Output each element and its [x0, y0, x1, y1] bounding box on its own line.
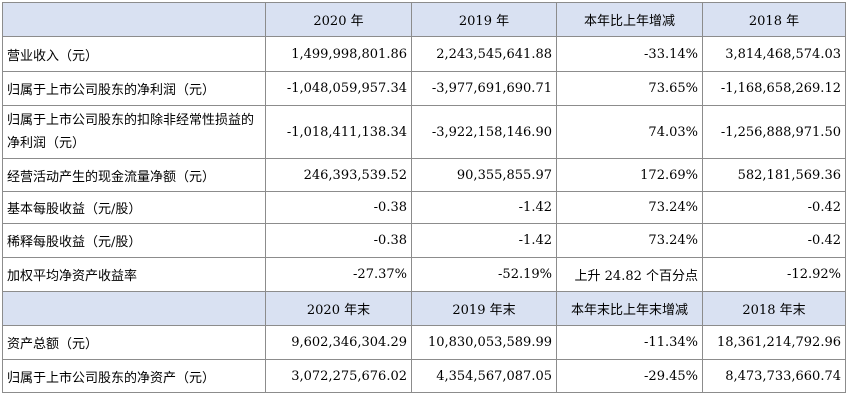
value-2019: -3,922,158,146.90: [411, 105, 557, 159]
header-2020-end: 2020 年末: [265, 291, 412, 326]
table-row: 加权平均净资产收益率 -27.37% -52.19% 上升 24.82 个百分点…: [2, 257, 846, 292]
value-2018: 18,361,214,792.96: [702, 325, 846, 360]
header-blank: [2, 291, 266, 326]
header-2019-end: 2019 年末: [411, 291, 557, 326]
value-2018: -0.42: [702, 223, 846, 258]
value-change: 172.69%: [556, 158, 703, 192]
value-2018: -0.42: [702, 191, 846, 224]
header-2018: 2018 年: [702, 2, 846, 37]
row-label: 经营活动产生的现金流量净额（元）: [2, 158, 266, 192]
value-2020: 3,072,275,676.02: [265, 359, 412, 393]
table-row: 稀释每股收益（元/股） -0.38 -1.42 73.24% -0.42: [2, 223, 846, 258]
value-2020: 1,499,998,801.86: [265, 36, 412, 72]
table-row: 营业收入（元） 1,499,998,801.86 2,243,545,641.8…: [2, 36, 846, 72]
header-2018-end: 2018 年末: [702, 291, 846, 326]
value-2018: 582,181,569.36: [702, 158, 846, 192]
value-2019: 4,354,567,087.05: [411, 359, 557, 393]
value-change: 上升 24.82 个百分点: [556, 257, 703, 292]
value-change: -11.34%: [556, 325, 703, 360]
yearend-header-row: 2020 年末 2019 年末 本年末比上年末增减 2018 年末: [2, 291, 846, 326]
value-2018: -12.92%: [702, 257, 846, 292]
table-row: 经营活动产生的现金流量净额（元） 246,393,539.52 90,355,8…: [2, 158, 846, 192]
table-row: 资产总额（元） 9,602,346,304.29 10,830,053,589.…: [2, 325, 846, 360]
value-2019: 90,355,855.97: [411, 158, 557, 192]
value-change: 74.03%: [556, 105, 703, 159]
row-label: 基本每股收益（元/股）: [2, 191, 266, 224]
row-label: 归属于上市公司股东的净资产（元）: [2, 359, 266, 393]
value-2020: -1,018,411,138.34: [265, 105, 412, 159]
value-change: -29.45%: [556, 359, 703, 393]
value-2019: -52.19%: [411, 257, 557, 292]
value-2018: 8,473,733,660.74: [702, 359, 846, 393]
header-change-end: 本年末比上年末增减: [556, 291, 703, 326]
row-label: 加权平均净资产收益率: [2, 257, 266, 292]
header-2020: 2020 年: [265, 2, 412, 37]
table-row: 归属于上市公司股东的扣除非经常性损益的净利润（元） -1,018,411,138…: [2, 105, 846, 159]
value-2018: -1,256,888,971.50: [702, 105, 846, 159]
annual-header-row: 2020 年 2019 年 本年比上年增减 2018 年: [2, 2, 846, 37]
value-change: 73.24%: [556, 223, 703, 258]
value-2020: -27.37%: [265, 257, 412, 292]
value-2020: 246,393,539.52: [265, 158, 412, 192]
table-row: 归属于上市公司股东的净资产（元） 3,072,275,676.02 4,354,…: [2, 359, 846, 393]
value-2018: -1,168,658,269.12: [702, 71, 846, 106]
value-2020: -0.38: [265, 191, 412, 224]
value-change: 73.65%: [556, 71, 703, 106]
value-2018: 3,814,468,574.03: [702, 36, 846, 72]
value-2020: 9,602,346,304.29: [265, 325, 412, 360]
value-change: 73.24%: [556, 191, 703, 224]
value-2019: -3,977,691,690.71: [411, 71, 557, 106]
header-blank: [2, 2, 266, 37]
row-label: 归属于上市公司股东的扣除非经常性损益的净利润（元）: [2, 105, 266, 159]
row-label: 资产总额（元）: [2, 325, 266, 360]
table-row: 归属于上市公司股东的净利润（元） -1,048,059,957.34 -3,97…: [2, 71, 846, 106]
value-2020: -0.38: [265, 223, 412, 258]
value-2019: 2,243,545,641.88: [411, 36, 557, 72]
financial-indicators-table: 2020 年 2019 年 本年比上年增减 2018 年 营业收入（元） 1,4…: [2, 2, 846, 393]
table-row: 基本每股收益（元/股） -0.38 -1.42 73.24% -0.42: [2, 191, 846, 224]
value-2019: -1.42: [411, 223, 557, 258]
header-2019: 2019 年: [411, 2, 557, 37]
row-label: 归属于上市公司股东的净利润（元）: [2, 71, 266, 106]
value-2020: -1,048,059,957.34: [265, 71, 412, 106]
value-2019: -1.42: [411, 191, 557, 224]
row-label: 营业收入（元）: [2, 36, 266, 72]
value-2019: 10,830,053,589.99: [411, 325, 557, 360]
header-change: 本年比上年增减: [556, 2, 703, 37]
value-change: -33.14%: [556, 36, 703, 72]
row-label: 稀释每股收益（元/股）: [2, 223, 266, 258]
